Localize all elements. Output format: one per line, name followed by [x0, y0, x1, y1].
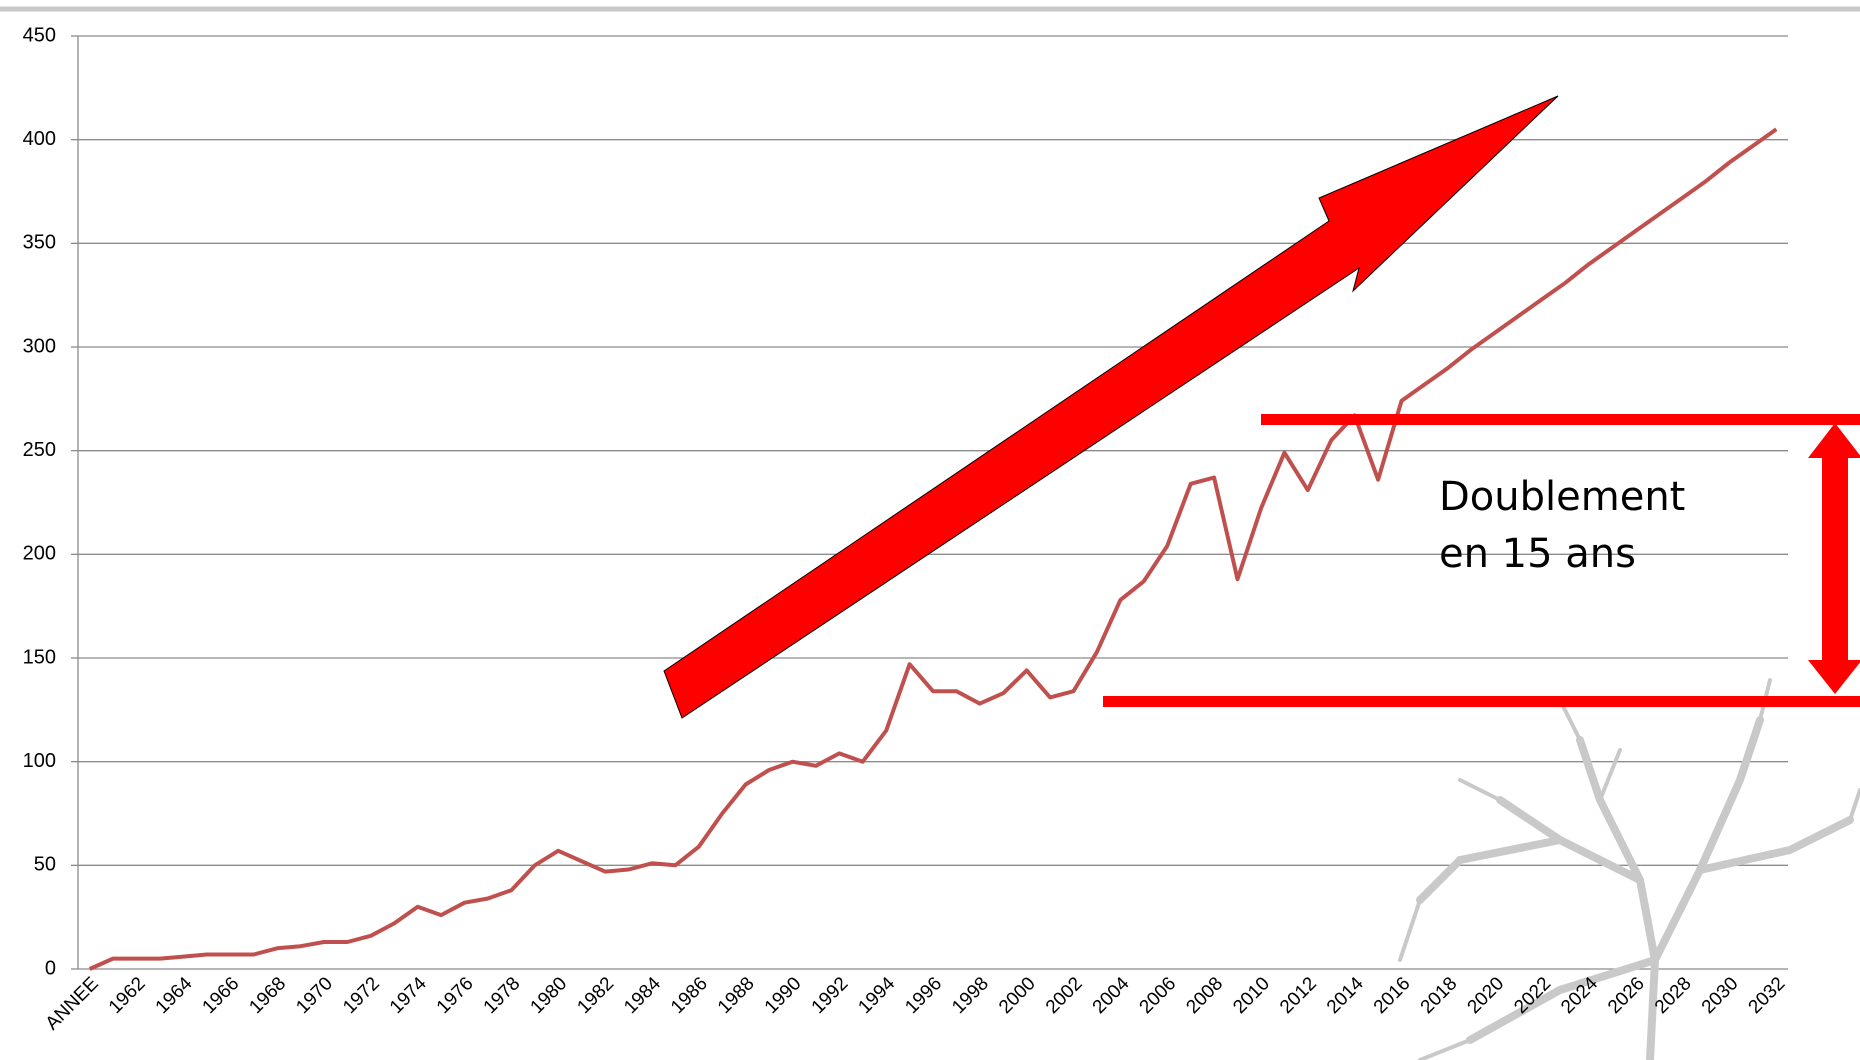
x-tick-label: ANNEE	[42, 973, 103, 1034]
x-tick-label: 2006	[1136, 973, 1181, 1018]
x-tick-label: 1990	[761, 973, 806, 1018]
x-tick-label: 1984	[620, 973, 665, 1018]
x-tick-label: 1974	[386, 973, 431, 1018]
x-tick-label: 2012	[1276, 973, 1321, 1018]
x-tick-label: 1964	[152, 973, 197, 1018]
x-tick-label: 2008	[1182, 973, 1227, 1018]
y-tick-label: 450	[23, 24, 56, 46]
x-tick-label: 2018	[1417, 973, 1462, 1018]
x-tick-label: 1980	[527, 973, 572, 1018]
x-tick-label: 1998	[948, 973, 993, 1018]
x-tick-label: 1972	[339, 973, 384, 1018]
x-tick-label: 2000	[995, 973, 1040, 1018]
x-tick-label: 2004	[1089, 973, 1134, 1018]
annotation: Doublement	[1439, 474, 1685, 520]
x-tick-label: 2014	[1323, 973, 1368, 1018]
annotation: en 15 ans	[1439, 531, 1636, 577]
y-tick-label: 150	[23, 646, 56, 668]
data-line	[88, 127, 1778, 971]
x-tick-label: 2026	[1604, 973, 1649, 1018]
trend-arrow	[663, 95, 1559, 719]
x-tick-label: 1996	[901, 973, 946, 1018]
y-tick-label: 250	[23, 439, 56, 461]
x-tick-label: 2020	[1464, 973, 1509, 1018]
lower-level-line	[1103, 696, 1860, 707]
x-tick-label: 2016	[1370, 973, 1415, 1018]
upper-level-line	[1261, 414, 1860, 425]
x-tick-label: 1988	[714, 973, 759, 1018]
x-tick-label: 2032	[1745, 973, 1790, 1018]
x-tick-label: 1962	[105, 973, 150, 1018]
x-tick-label: 1966	[199, 973, 244, 1018]
x-tick-label: 1982	[573, 973, 618, 1018]
y-tick-label: 350	[23, 232, 56, 254]
x-tick-label: 1994	[854, 973, 899, 1018]
x-tick-label: 2010	[1229, 973, 1274, 1018]
x-tick-label: 1978	[480, 973, 525, 1018]
y-tick-label: 400	[23, 128, 56, 150]
double-arrow	[1808, 423, 1860, 694]
y-tick-label: 0	[45, 957, 56, 979]
y-tick-label: 200	[23, 543, 56, 565]
y-tick-label: 100	[23, 750, 56, 772]
x-tick-label: 2002	[1042, 973, 1087, 1018]
x-tick-label: 1992	[808, 973, 853, 1018]
x-tick-label: 2030	[1698, 973, 1743, 1018]
x-tick-label: 1986	[667, 973, 712, 1018]
x-tick-label: 1970	[292, 973, 337, 1018]
x-tick-label: 1968	[245, 973, 290, 1018]
y-tick-label: 50	[34, 854, 56, 876]
x-tick-label: 1976	[433, 973, 478, 1018]
y-tick-label: 300	[23, 335, 56, 357]
